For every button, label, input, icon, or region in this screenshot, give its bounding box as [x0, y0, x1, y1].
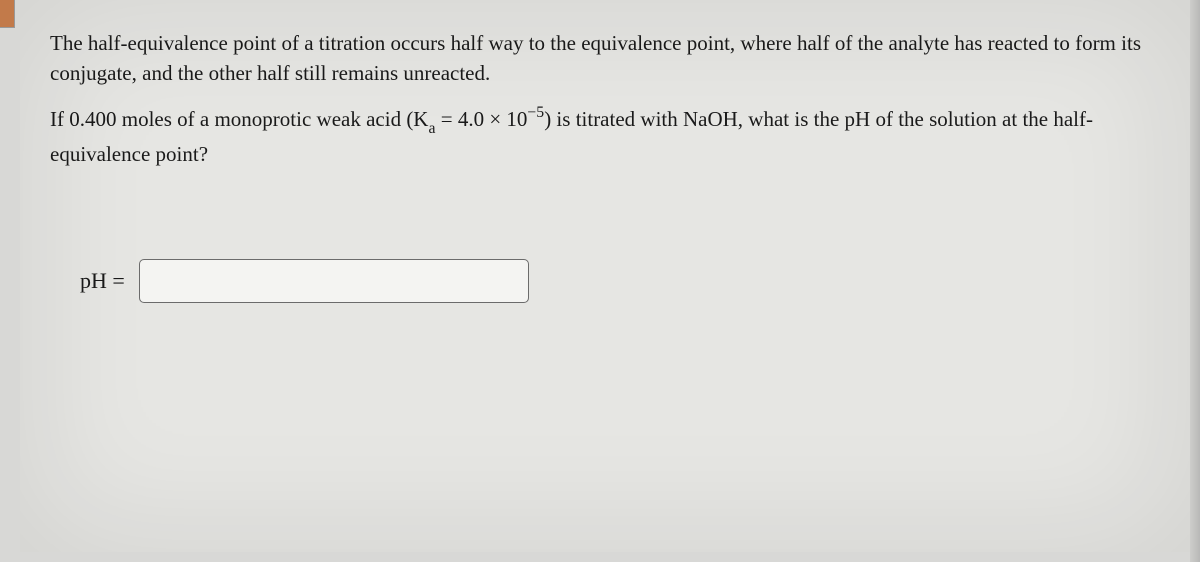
answer-row: pH =: [80, 259, 1160, 303]
ph-input[interactable]: [139, 259, 529, 303]
right-edge-shadow: [1190, 0, 1200, 562]
question-eq-text: = 4.0 × 10: [435, 107, 527, 131]
question-text: The half-equivalence point of a titratio…: [50, 28, 1160, 169]
question-panel: The half-equivalence point of a titratio…: [20, 0, 1190, 552]
sidebar-stub: [0, 0, 15, 28]
ka-subscript: a: [428, 120, 435, 137]
answer-label: pH =: [80, 268, 125, 294]
question-p2-prefix: If 0.400 moles of a monoprotic weak acid…: [50, 107, 428, 131]
question-paragraph-1: The half-equivalence point of a titratio…: [50, 28, 1160, 89]
ka-exponent: −5: [527, 104, 544, 121]
question-paragraph-2: If 0.400 moles of a monoprotic weak acid…: [50, 103, 1160, 169]
